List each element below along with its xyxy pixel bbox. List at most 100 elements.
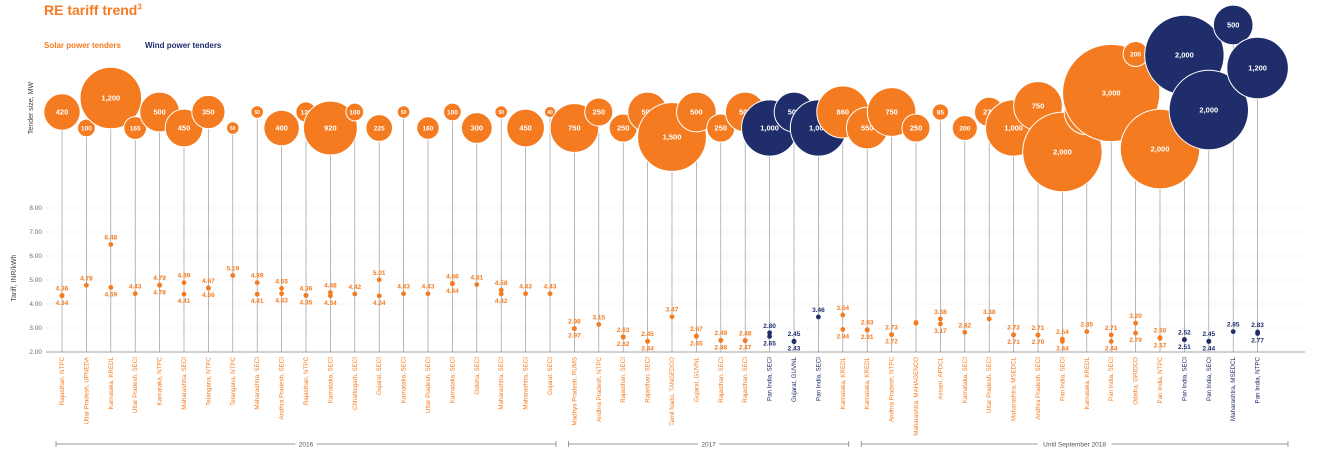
tariff-point: [1157, 335, 1163, 341]
tender-bubble: [494, 105, 508, 119]
tariff-label: 4.69: [104, 291, 117, 298]
bubble-label: 550: [861, 124, 874, 133]
tariff-point: [986, 316, 992, 322]
x-tick-label: Gujarat, SECI: [547, 357, 554, 395]
bubble-label: 920: [324, 124, 337, 133]
x-tick-label: Maharashtra, MAHAGENCO: [913, 357, 920, 436]
y-tick-label: 2.00: [29, 349, 42, 356]
tariff-point: [254, 280, 260, 286]
tariff-point: [1206, 339, 1212, 344]
x-tick-label: Uttar Pradesh, SECI: [425, 357, 432, 413]
tariff-label: 2.71: [1032, 325, 1045, 332]
tariff-label: 4.43: [129, 284, 142, 291]
tariff-point: [450, 281, 455, 287]
bubble-label: 500: [690, 108, 703, 117]
tariff-label: 4.58: [495, 280, 508, 287]
bubble-label: 1,000: [760, 124, 779, 133]
tariff-label: 2.91: [861, 334, 874, 341]
bubble-label: 250: [910, 124, 923, 133]
tariff-point: [962, 329, 968, 335]
tariff-point: [328, 293, 333, 299]
tariff-label: 4.84: [446, 288, 459, 295]
x-tick-label: Madhya Pradesh, RUMS: [571, 357, 578, 425]
tariff-label: 3.47: [666, 307, 679, 314]
tariff-point: [889, 332, 894, 338]
x-tick-label: Pan India, SECI: [1108, 357, 1115, 401]
bubble-label: 2,000: [1151, 145, 1170, 154]
tariff-label: 4.86: [446, 273, 459, 280]
bubble-label: 3,000: [1102, 89, 1121, 98]
tariff-label: 2.57: [1154, 342, 1167, 349]
tariff-label: 4.43: [544, 284, 557, 291]
tariff-label: 2.65: [690, 340, 703, 347]
tariff-point: [523, 291, 528, 297]
bubble-label: 250: [617, 124, 630, 133]
tariff-label: 4.81: [470, 275, 483, 282]
tariff-point: [108, 242, 114, 247]
bubble-label: 450: [519, 124, 532, 133]
tariff-point: [864, 327, 870, 333]
bubble-label: 85: [937, 109, 945, 116]
tariff-label: 4.65: [275, 278, 288, 285]
x-tick-label: Andhra Pradesh, NTPC: [889, 356, 896, 422]
tariff-label: 2.62: [617, 341, 630, 348]
tariff-point: [1084, 329, 1090, 334]
tariff-label: 2.60: [1154, 328, 1167, 335]
tender-bubble: [365, 114, 394, 142]
bubble-label: 100: [81, 125, 92, 132]
tariff-label: 2.85: [1227, 322, 1240, 329]
x-tick-label: Andhra Pradesh, SECI: [279, 357, 286, 420]
tariff-label: 4.34: [373, 300, 386, 307]
bubble-label: 750: [885, 108, 898, 117]
tariff-label: 2.77: [1251, 338, 1264, 345]
tariff-label: 4.34: [56, 300, 69, 307]
bubble-label: 225: [374, 125, 385, 132]
x-tick-label: Assam, APDCL: [937, 356, 944, 399]
tariff-label: 4.42: [348, 284, 361, 291]
bubble-label: 1,000: [1004, 124, 1023, 133]
bubble-label: 2,000: [1199, 106, 1218, 115]
bubble-label: 130: [301, 109, 312, 116]
tariff-label: 2.97: [568, 333, 581, 340]
tariff-label: 2.73: [885, 324, 898, 331]
tariff-point: [108, 285, 114, 290]
tariff-point: [303, 293, 309, 298]
tariff-label: 2.71: [1105, 325, 1118, 332]
x-tick-label: Karnataka, NTPC: [157, 356, 164, 405]
tariff-point: [596, 322, 602, 327]
tender-bubble: [302, 100, 358, 156]
bubble-label: 250: [715, 124, 728, 133]
bubble-label: 1,000: [809, 124, 828, 133]
tariff-point: [279, 286, 284, 291]
x-tick-label: Chhattisgarh, SECI: [352, 357, 359, 410]
tariff-point: [742, 338, 748, 344]
tariff-point: [498, 291, 504, 297]
x-tick-label: Karnataka, KREDL: [840, 356, 847, 409]
tariff-label: 3.54: [836, 305, 849, 312]
y-axis-label: Tariff, INR/kWh: [11, 254, 18, 301]
tender-bubble: [396, 105, 411, 119]
tender-bubble: [443, 102, 462, 122]
tariff-point: [328, 290, 333, 295]
tariff-point: [376, 277, 382, 283]
tariff-label: 4.43: [519, 284, 532, 291]
x-tick-label: Rajasthan, NTPC: [303, 356, 310, 405]
x-tick-label: Gujarat, GUVNL: [693, 356, 700, 402]
tariff-label: 3.17: [934, 328, 947, 335]
bubble-label: 100: [349, 109, 360, 116]
tariff-label: 4.78: [153, 289, 166, 296]
tariff-label: 2.45: [641, 331, 654, 338]
tariff-point: [938, 321, 943, 327]
tariff-label: 4.34: [324, 300, 337, 307]
tariff-label: 4.43: [275, 298, 288, 305]
bubble-label: 750: [568, 124, 581, 133]
tender-bubble: [1226, 36, 1289, 100]
x-tick-label: Karnataka, SECI: [962, 357, 969, 403]
x-tick-label: Maharashtra, SECI: [181, 357, 188, 410]
tariff-label: 2.54: [1056, 329, 1069, 336]
legend-wind: Wind power tenders: [145, 41, 222, 50]
tariff-point: [645, 339, 650, 344]
tender-bubble: [79, 66, 143, 130]
bubble-label: 50: [498, 110, 504, 116]
